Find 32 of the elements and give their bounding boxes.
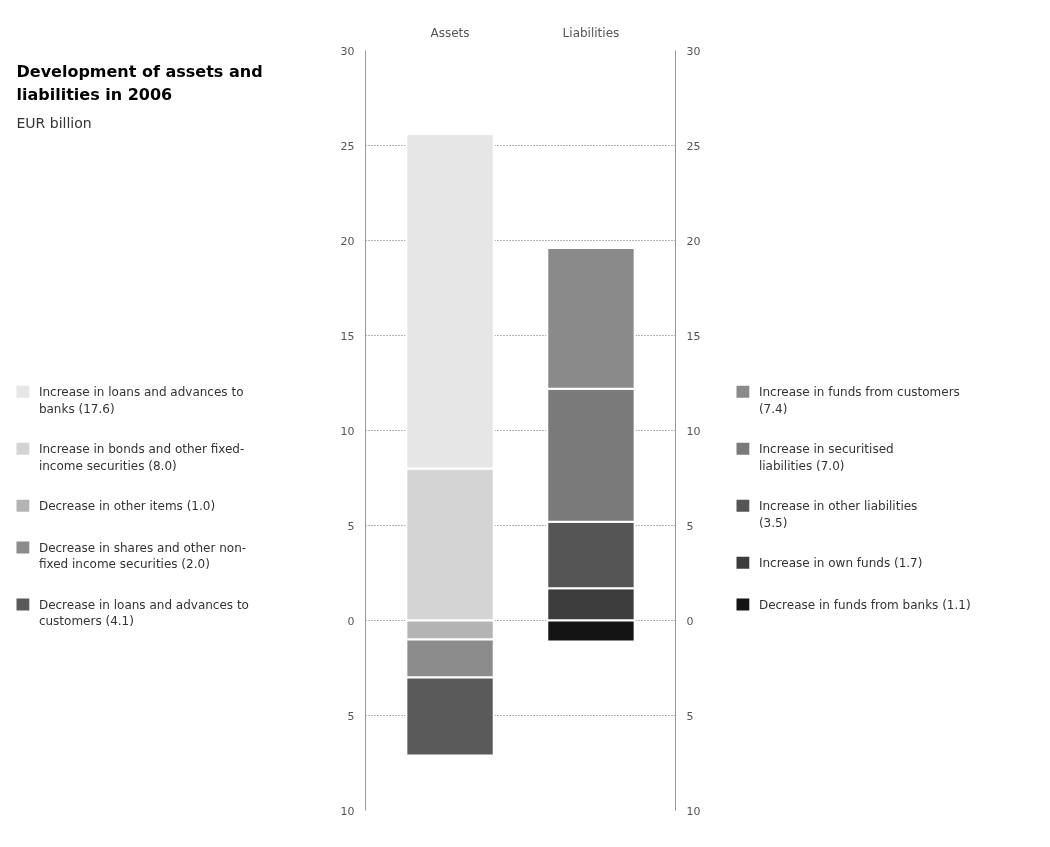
y-tick-label: 25 xyxy=(340,139,355,153)
y2-tick-label: 20 xyxy=(686,234,701,248)
y2-tick-label: 5 xyxy=(686,709,694,723)
legend-label: Increase in other liabilities (3.5) xyxy=(758,498,918,530)
y-tick-label: 5 xyxy=(347,709,355,723)
legend-label: Decrease in other items (1.0) xyxy=(38,498,216,513)
legend-label: Decrease in funds from banks (1.1) xyxy=(758,597,971,612)
x-tick-label: Liabilities xyxy=(562,25,620,40)
y-tick-label: 5 xyxy=(347,519,355,533)
text: Development of assets and liabilities in 2006 xyxy=(16,61,263,104)
y-tick-label: 20 xyxy=(340,234,355,248)
legend-label: Decrease in loans and advances to customers (4.1) xyxy=(38,597,249,629)
y2-tick-label: 0 xyxy=(686,614,694,628)
legend-label: Increase in loans and advances to banks (17.6) xyxy=(38,384,244,416)
y-tick-label: 0 xyxy=(347,614,355,628)
y-tick-label: 10 xyxy=(340,804,355,818)
y-tick-label: 30 xyxy=(340,44,355,58)
legend-label: Decrease in shares and other non-fixed income securities (2.0) xyxy=(38,540,247,572)
y-tick-label: 15 xyxy=(340,329,355,343)
text: EUR billion xyxy=(16,115,92,132)
legend-label: Increase in funds from customers (7.4) xyxy=(758,384,960,416)
y2-tick-label: 30 xyxy=(686,44,701,58)
legend-label: Increase in securitised liabilities (7.0) xyxy=(758,441,894,473)
y-tick-label: 10 xyxy=(340,424,355,438)
y2-tick-label: 25 xyxy=(686,139,701,153)
y2-tick-label: 5 xyxy=(686,519,694,533)
y2-tick-label: 15 xyxy=(686,329,701,343)
legend-label: Increase in own funds (1.7) xyxy=(758,555,923,570)
y2-tick-label: 10 xyxy=(686,424,701,438)
legend-label: Increase in bonds and other fixed-income securities (8.0) xyxy=(38,441,245,473)
x-tick-label: Assets xyxy=(430,25,470,40)
y2-tick-label: 10 xyxy=(686,804,701,818)
